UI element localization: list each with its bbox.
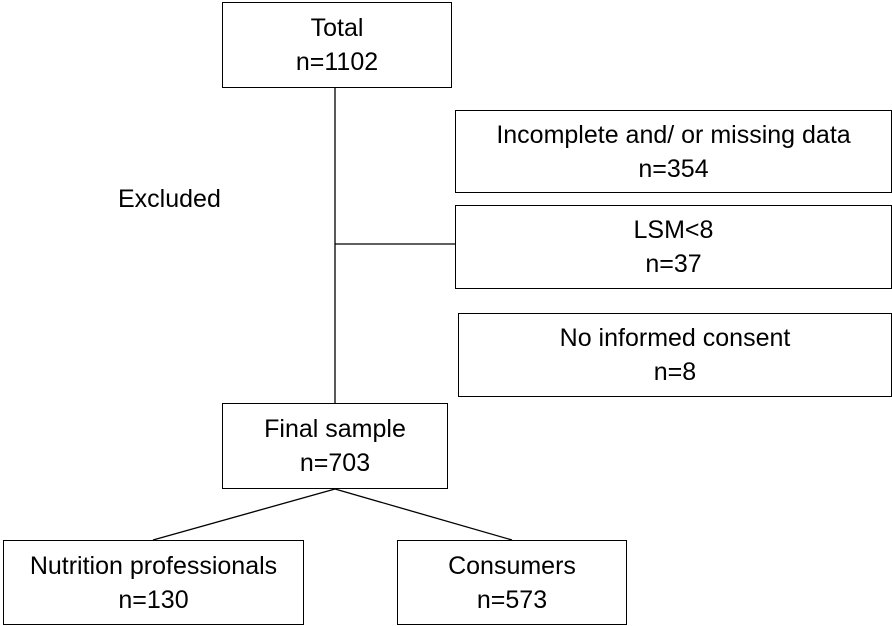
node-total-count: n=1102 [295,48,379,76]
node-final-sample-count: n=703 [299,449,371,477]
node-no-consent-title: No informed consent [559,324,791,352]
node-lsm-count: n=37 [645,250,702,278]
node-nutrition-professionals-count: n=130 [118,585,189,614]
node-nutrition-professionals: Nutrition professionals n=130 [3,540,304,625]
connector-final-to-consumers [334,488,513,541]
node-consumers: Consumers n=573 [397,540,627,625]
node-nutrition-professionals-title: Nutrition professionals [29,551,278,580]
node-final-sample: Final sample n=703 [222,403,448,489]
node-incomplete-data-count: n=354 [638,154,709,183]
node-incomplete-data: Incomplete and/ or missing data n=354 [455,110,892,193]
node-total: Total n=1102 [222,2,452,88]
node-lsm-title: LSM<8 [633,216,714,244]
connector-final-to-nutrition [152,488,336,541]
node-total-title: Total [310,14,364,42]
node-consumers-title: Consumers [448,551,576,580]
node-lsm: LSM<8 n=37 [455,205,892,289]
node-consumers-count: n=573 [476,585,548,614]
node-final-sample-title: Final sample [264,415,406,443]
node-incomplete-data-title: Incomplete and/ or missing data [496,120,851,149]
excluded-label: Excluded [118,185,221,213]
node-no-consent: No informed consent n=8 [458,313,892,397]
node-no-consent-count: n=8 [653,358,697,386]
